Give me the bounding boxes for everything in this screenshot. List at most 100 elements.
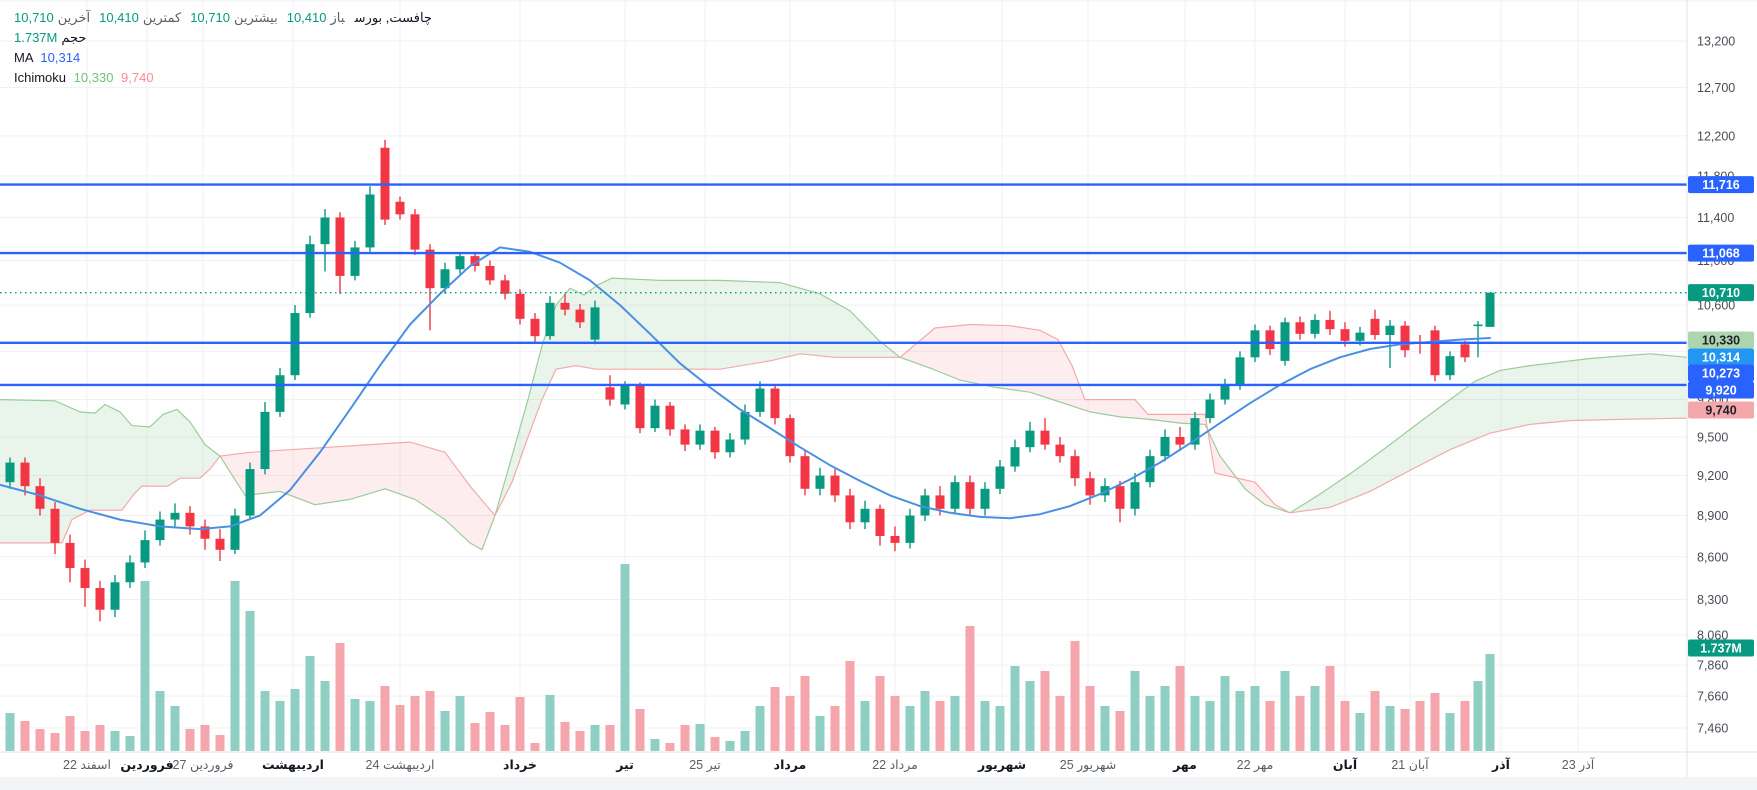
candle [320, 209, 330, 272]
time-axis-label: 25 تیر [689, 758, 721, 773]
volume-bar [350, 699, 360, 751]
candle-body [185, 512, 195, 527]
volume-bar [215, 735, 225, 751]
time-axis-label: اردیبهشت [262, 758, 324, 772]
volume-bar [365, 701, 375, 751]
time-axis-label: مرداد [774, 758, 807, 772]
candle [515, 289, 525, 325]
price-tag-level: 10,273 [1688, 364, 1754, 382]
price-tag-text: 1.737M [1700, 642, 1742, 656]
volume-bar [1085, 686, 1095, 751]
volume-bar [785, 696, 795, 751]
candle-body [800, 456, 810, 489]
candle-body [1235, 357, 1245, 385]
candle-body [260, 411, 270, 470]
cloud-segment-bearish [220, 442, 495, 550]
time-axis-label: آبان [1333, 757, 1358, 772]
price-axis-label: 7,460 [1697, 722, 1728, 736]
cloud-segment-bearish [900, 324, 1290, 513]
price-tag-bg [1688, 244, 1754, 262]
volume-bar [560, 722, 570, 751]
volume-bar [650, 739, 660, 751]
price-axis-label: 13,200 [1697, 35, 1735, 49]
candle-body [575, 309, 585, 323]
candle-body [245, 469, 255, 516]
volume-bar [875, 676, 885, 751]
price-tag-text: 10,273 [1702, 367, 1740, 381]
candle [800, 449, 810, 496]
candle [1010, 439, 1020, 472]
time-axis-label: تیر [615, 758, 634, 772]
volume-bar [1010, 666, 1020, 751]
volume-bar [800, 676, 810, 751]
candle [1040, 418, 1050, 450]
candle-body [1340, 329, 1350, 341]
candle [635, 382, 645, 434]
volume-bar [455, 696, 465, 751]
price-axis[interactable]: 13,20012,70012,20011,80011,40011,00010,6… [1697, 35, 1735, 736]
volume-bar [440, 711, 450, 751]
candle-body [980, 488, 990, 509]
volume-bar [50, 733, 60, 751]
candle-body [140, 540, 150, 563]
volume-bar [1445, 713, 1455, 751]
candle [1130, 472, 1140, 516]
candle-body [1040, 430, 1050, 445]
price-tag-ichi_a: 10,330 [1688, 331, 1754, 349]
candle-body [665, 405, 675, 430]
candle-body [755, 388, 765, 412]
candle [470, 251, 480, 272]
time-axis-label: 22 مرداد [872, 758, 918, 773]
volume-bar [260, 691, 270, 751]
legend-volume-row[interactable]: حجم1.737M [14, 28, 86, 48]
candle-body [935, 495, 945, 509]
candle [980, 482, 990, 516]
candle-body [170, 512, 180, 520]
volume-bar [710, 737, 720, 751]
volume-bar [125, 736, 135, 751]
candle [1325, 310, 1335, 335]
candle-body [1205, 399, 1215, 419]
price-tag-last: 10,710 [1688, 284, 1754, 302]
candle [695, 424, 705, 450]
candlestick-series[interactable] [5, 139, 1495, 622]
candle [140, 530, 150, 569]
high-value: 10,710 [190, 10, 230, 25]
symbol-name[interactable]: چافست, بورس [354, 10, 432, 25]
candle [1055, 436, 1065, 463]
candle [1430, 325, 1440, 382]
legend-ma-row[interactable]: MA 10,314 [14, 48, 80, 68]
volume-bar [1235, 691, 1245, 751]
candle-body [395, 201, 405, 215]
candle [1070, 449, 1080, 487]
candle [560, 293, 570, 316]
candle [995, 460, 1005, 495]
legend-ohlc-row[interactable]: چافست, بورسباز10,410بیشترین10,710کمترین1… [14, 8, 432, 28]
legend-ichimoku-row[interactable]: Ichimoku 10,330 9,740 [14, 68, 154, 88]
candle-body [845, 495, 855, 523]
price-tag-bg [1688, 364, 1754, 382]
candle-body [455, 256, 465, 270]
candle [920, 488, 930, 521]
candle [1310, 314, 1320, 339]
candle-body [125, 562, 135, 583]
volume-bar [1160, 686, 1170, 751]
candle-body [695, 430, 705, 445]
price-axis-label: 8,900 [1697, 509, 1728, 523]
candle [1190, 411, 1200, 450]
candle [545, 296, 555, 340]
ichimoku-span-a-line [1289, 353, 1688, 514]
volume-bar [395, 705, 405, 751]
candle-body [1070, 456, 1080, 479]
bottom-strip [0, 777, 1757, 790]
ichimoku-span-b-line [899, 323, 1291, 514]
candle-body [1400, 325, 1410, 351]
volume-bar [1040, 671, 1050, 751]
price-tag-bg [1688, 639, 1754, 657]
candle [425, 244, 435, 331]
candle-body [590, 307, 600, 340]
volume-bar [470, 723, 480, 751]
